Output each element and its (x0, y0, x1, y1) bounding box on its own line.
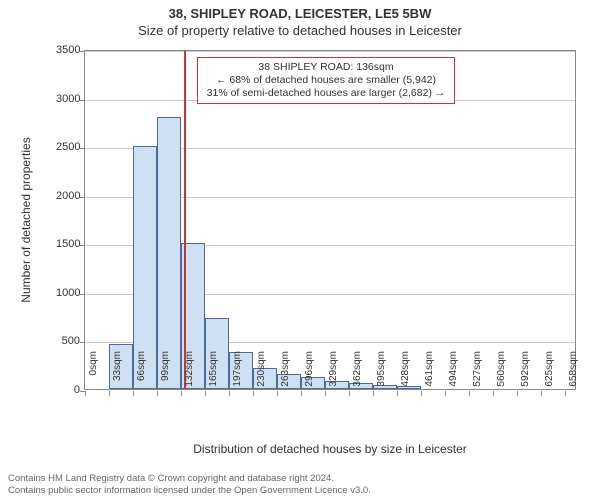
x-tick-label: 461sqm (424, 351, 435, 396)
x-tick-label: 33sqm (112, 351, 123, 396)
x-tick-label: 230sqm (256, 351, 267, 396)
y-tick-label: 500 (56, 335, 80, 347)
callout-line: 31% of semi-detached houses are larger (… (204, 87, 448, 100)
callout-line: 38 SHIPLEY ROAD: 136sqm (204, 61, 448, 74)
x-tick-label: 66sqm (136, 351, 147, 396)
property-callout: 38 SHIPLEY ROAD: 136sqm← 68% of detached… (197, 57, 455, 104)
x-tick-label: 362sqm (352, 351, 363, 396)
x-tick-label: 329sqm (328, 351, 339, 396)
x-tick-label: 0sqm (88, 351, 99, 396)
x-tick-label: 494sqm (448, 351, 459, 396)
footer-line-1: Contains HM Land Registry data © Crown c… (8, 473, 371, 484)
histogram-chart: Number of detached properties 38 SHIPLEY… (56, 50, 576, 420)
x-tick-label: 658sqm (568, 351, 579, 396)
x-tick-label: 592sqm (520, 351, 531, 396)
footer-line-2: Contains public sector information licen… (8, 485, 371, 496)
chart-subtitle: Size of property relative to detached ho… (0, 23, 600, 38)
plot-area: 38 SHIPLEY ROAD: 136sqm← 68% of detached… (84, 50, 576, 390)
y-tick-label: 2000 (56, 190, 80, 202)
y-tick-label: 1500 (56, 238, 80, 250)
x-tick-label: 99sqm (160, 351, 171, 396)
x-tick-label: 395sqm (376, 351, 387, 396)
y-tick-label: 1000 (56, 287, 80, 299)
x-tick-label: 560sqm (496, 351, 507, 396)
x-tick-label: 625sqm (544, 351, 555, 396)
y-tick-label: 3500 (56, 44, 80, 56)
property-marker-line (184, 51, 186, 389)
footer-attribution: Contains HM Land Registry data © Crown c… (8, 473, 371, 496)
x-tick-label: 428sqm (400, 351, 411, 396)
y-gridline (85, 51, 575, 52)
y-tick-label: 0 (56, 384, 80, 396)
x-tick-label: 263sqm (280, 351, 291, 396)
y-tick-label: 2500 (56, 141, 80, 153)
y-tick-label: 3000 (56, 93, 80, 105)
x-axis-title: Distribution of detached houses by size … (84, 442, 576, 456)
x-tick-label: 296sqm (304, 351, 315, 396)
x-tick-label: 132sqm (184, 351, 195, 396)
page-title: 38, SHIPLEY ROAD, LEICESTER, LE5 5BW (0, 6, 600, 21)
histogram-bar (157, 117, 181, 389)
x-tick-label: 197sqm (232, 351, 243, 396)
x-tick-label: 527sqm (472, 351, 483, 396)
callout-line: ← 68% of detached houses are smaller (5,… (204, 74, 448, 87)
y-axis-title: Number of detached properties (19, 137, 33, 302)
x-tick-label: 165sqm (208, 351, 219, 396)
